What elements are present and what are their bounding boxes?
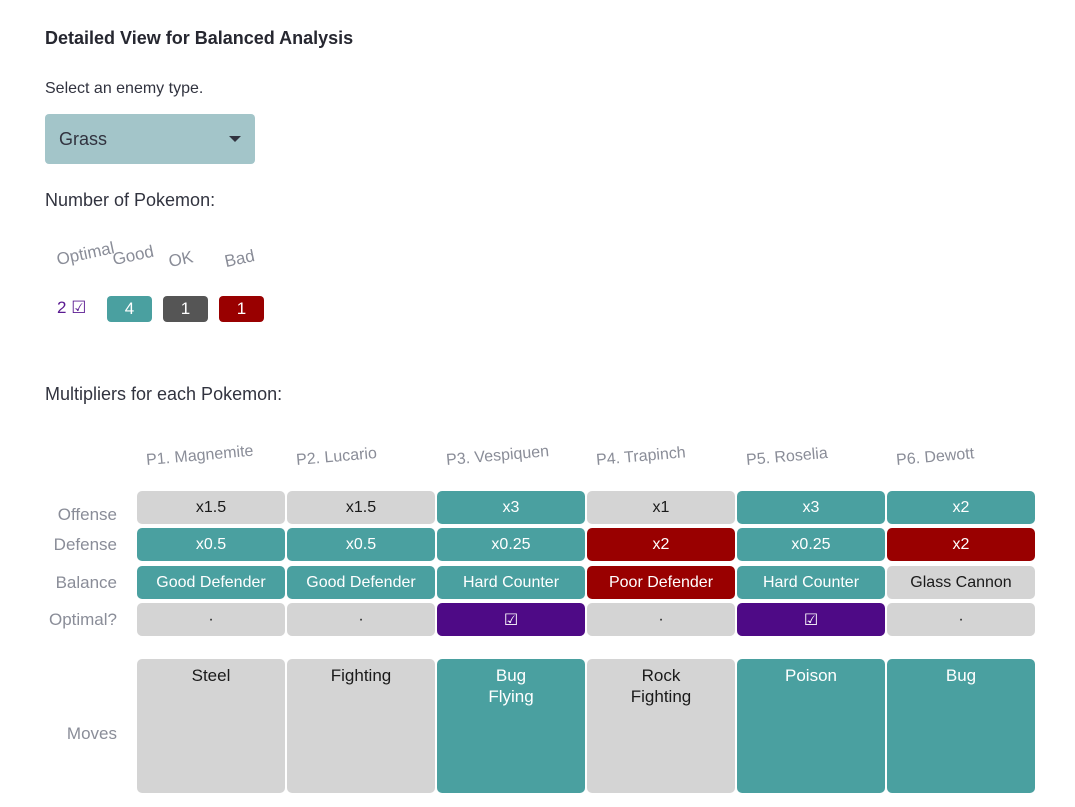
pokemon-name: P5. Roselia xyxy=(745,444,829,470)
chevron-down-icon[interactable] xyxy=(229,136,241,142)
move-type: Bug xyxy=(945,666,977,685)
offense-cell: x3 xyxy=(437,491,585,524)
category-label-optimal: Optimal xyxy=(54,238,117,270)
multipliers-label: Multipliers for each Pokemon: xyxy=(45,384,283,404)
defense-cell: x2 xyxy=(587,528,735,561)
move-type: Steel xyxy=(191,666,231,685)
moves-cell: Fighting xyxy=(287,659,435,793)
move-type: Fighting xyxy=(330,666,392,685)
defense-cell: x0.25 xyxy=(737,528,885,561)
row-label-offense: Offense xyxy=(57,505,117,524)
optimal-count: 2 ☑ xyxy=(57,298,86,318)
enemy-type-label: Select an enemy type. xyxy=(45,80,204,97)
balance-cell: Hard Counter xyxy=(737,566,885,599)
optimal-cell: ☑ xyxy=(437,603,585,636)
move-type: Fighting xyxy=(630,687,692,706)
bad-count-badge: 1 xyxy=(219,296,264,322)
move-type: Bug xyxy=(495,666,527,685)
offense-cell: x1 xyxy=(587,491,735,524)
move-type: Rock xyxy=(641,666,681,685)
defense-cell: x0.5 xyxy=(137,528,285,561)
row-label-optimal: Optimal? xyxy=(48,610,117,629)
optimal-cell: · xyxy=(287,603,435,636)
balance-cell: Good Defender xyxy=(287,566,435,599)
moves-cell: Bug Flying xyxy=(437,659,585,793)
enemy-type-value: Grass xyxy=(59,128,108,149)
move-type: Flying xyxy=(488,687,534,706)
moves-cell: Bug xyxy=(887,659,1035,793)
moves-cell: Poison xyxy=(737,659,885,793)
optimal-cell: · xyxy=(887,603,1035,636)
good-count-badge: 4 xyxy=(107,296,152,322)
pokemon-name: P3. Vespiquen xyxy=(445,443,550,470)
page-title: Detailed View for Balanced Analysis xyxy=(45,28,354,48)
defense-cell: x0.25 xyxy=(437,528,585,561)
balance-cell: Hard Counter xyxy=(437,566,585,599)
balance-cell: Good Defender xyxy=(137,566,285,599)
category-label-good: Good xyxy=(110,241,156,270)
defense-cell: x0.5 xyxy=(287,528,435,561)
optimal-count-value: 2 xyxy=(57,298,67,317)
offense-cell: x1.5 xyxy=(287,491,435,524)
pokemon-name: P4. Trapinch xyxy=(595,444,687,470)
offense-cell: x1.5 xyxy=(137,491,285,524)
pokemon-count-label: Number of Pokemon: xyxy=(45,190,216,210)
optimal-cell: ☑ xyxy=(737,603,885,636)
balance-cell: Poor Defender xyxy=(587,566,735,599)
enemy-type-select[interactable]: Grass xyxy=(45,114,255,164)
pokemon-name: P6. Dewott xyxy=(895,445,975,470)
row-label-balance: Balance xyxy=(55,573,117,592)
row-label-defense: Defense xyxy=(53,535,117,554)
pokemon-name: P2. Lucario xyxy=(295,445,378,470)
checkbox-checked-icon: ☑ xyxy=(71,298,87,317)
optimal-cell: · xyxy=(587,603,735,636)
row-label-moves: Moves xyxy=(66,724,117,743)
balance-cell: Glass Cannon xyxy=(887,566,1035,599)
ok-count-badge: 1 xyxy=(163,296,208,322)
optimal-cell: · xyxy=(137,603,285,636)
category-label-ok: OK xyxy=(166,247,195,272)
moves-cell: Steel xyxy=(137,659,285,793)
offense-cell: x3 xyxy=(737,491,885,524)
move-type: Poison xyxy=(785,666,837,685)
offense-cell: x2 xyxy=(887,491,1035,524)
defense-cell: x2 xyxy=(887,528,1035,561)
pokemon-name: P1. Magnemite xyxy=(145,442,255,470)
moves-cell: Rock Fighting xyxy=(587,659,735,793)
category-label-bad: Bad xyxy=(222,246,257,272)
